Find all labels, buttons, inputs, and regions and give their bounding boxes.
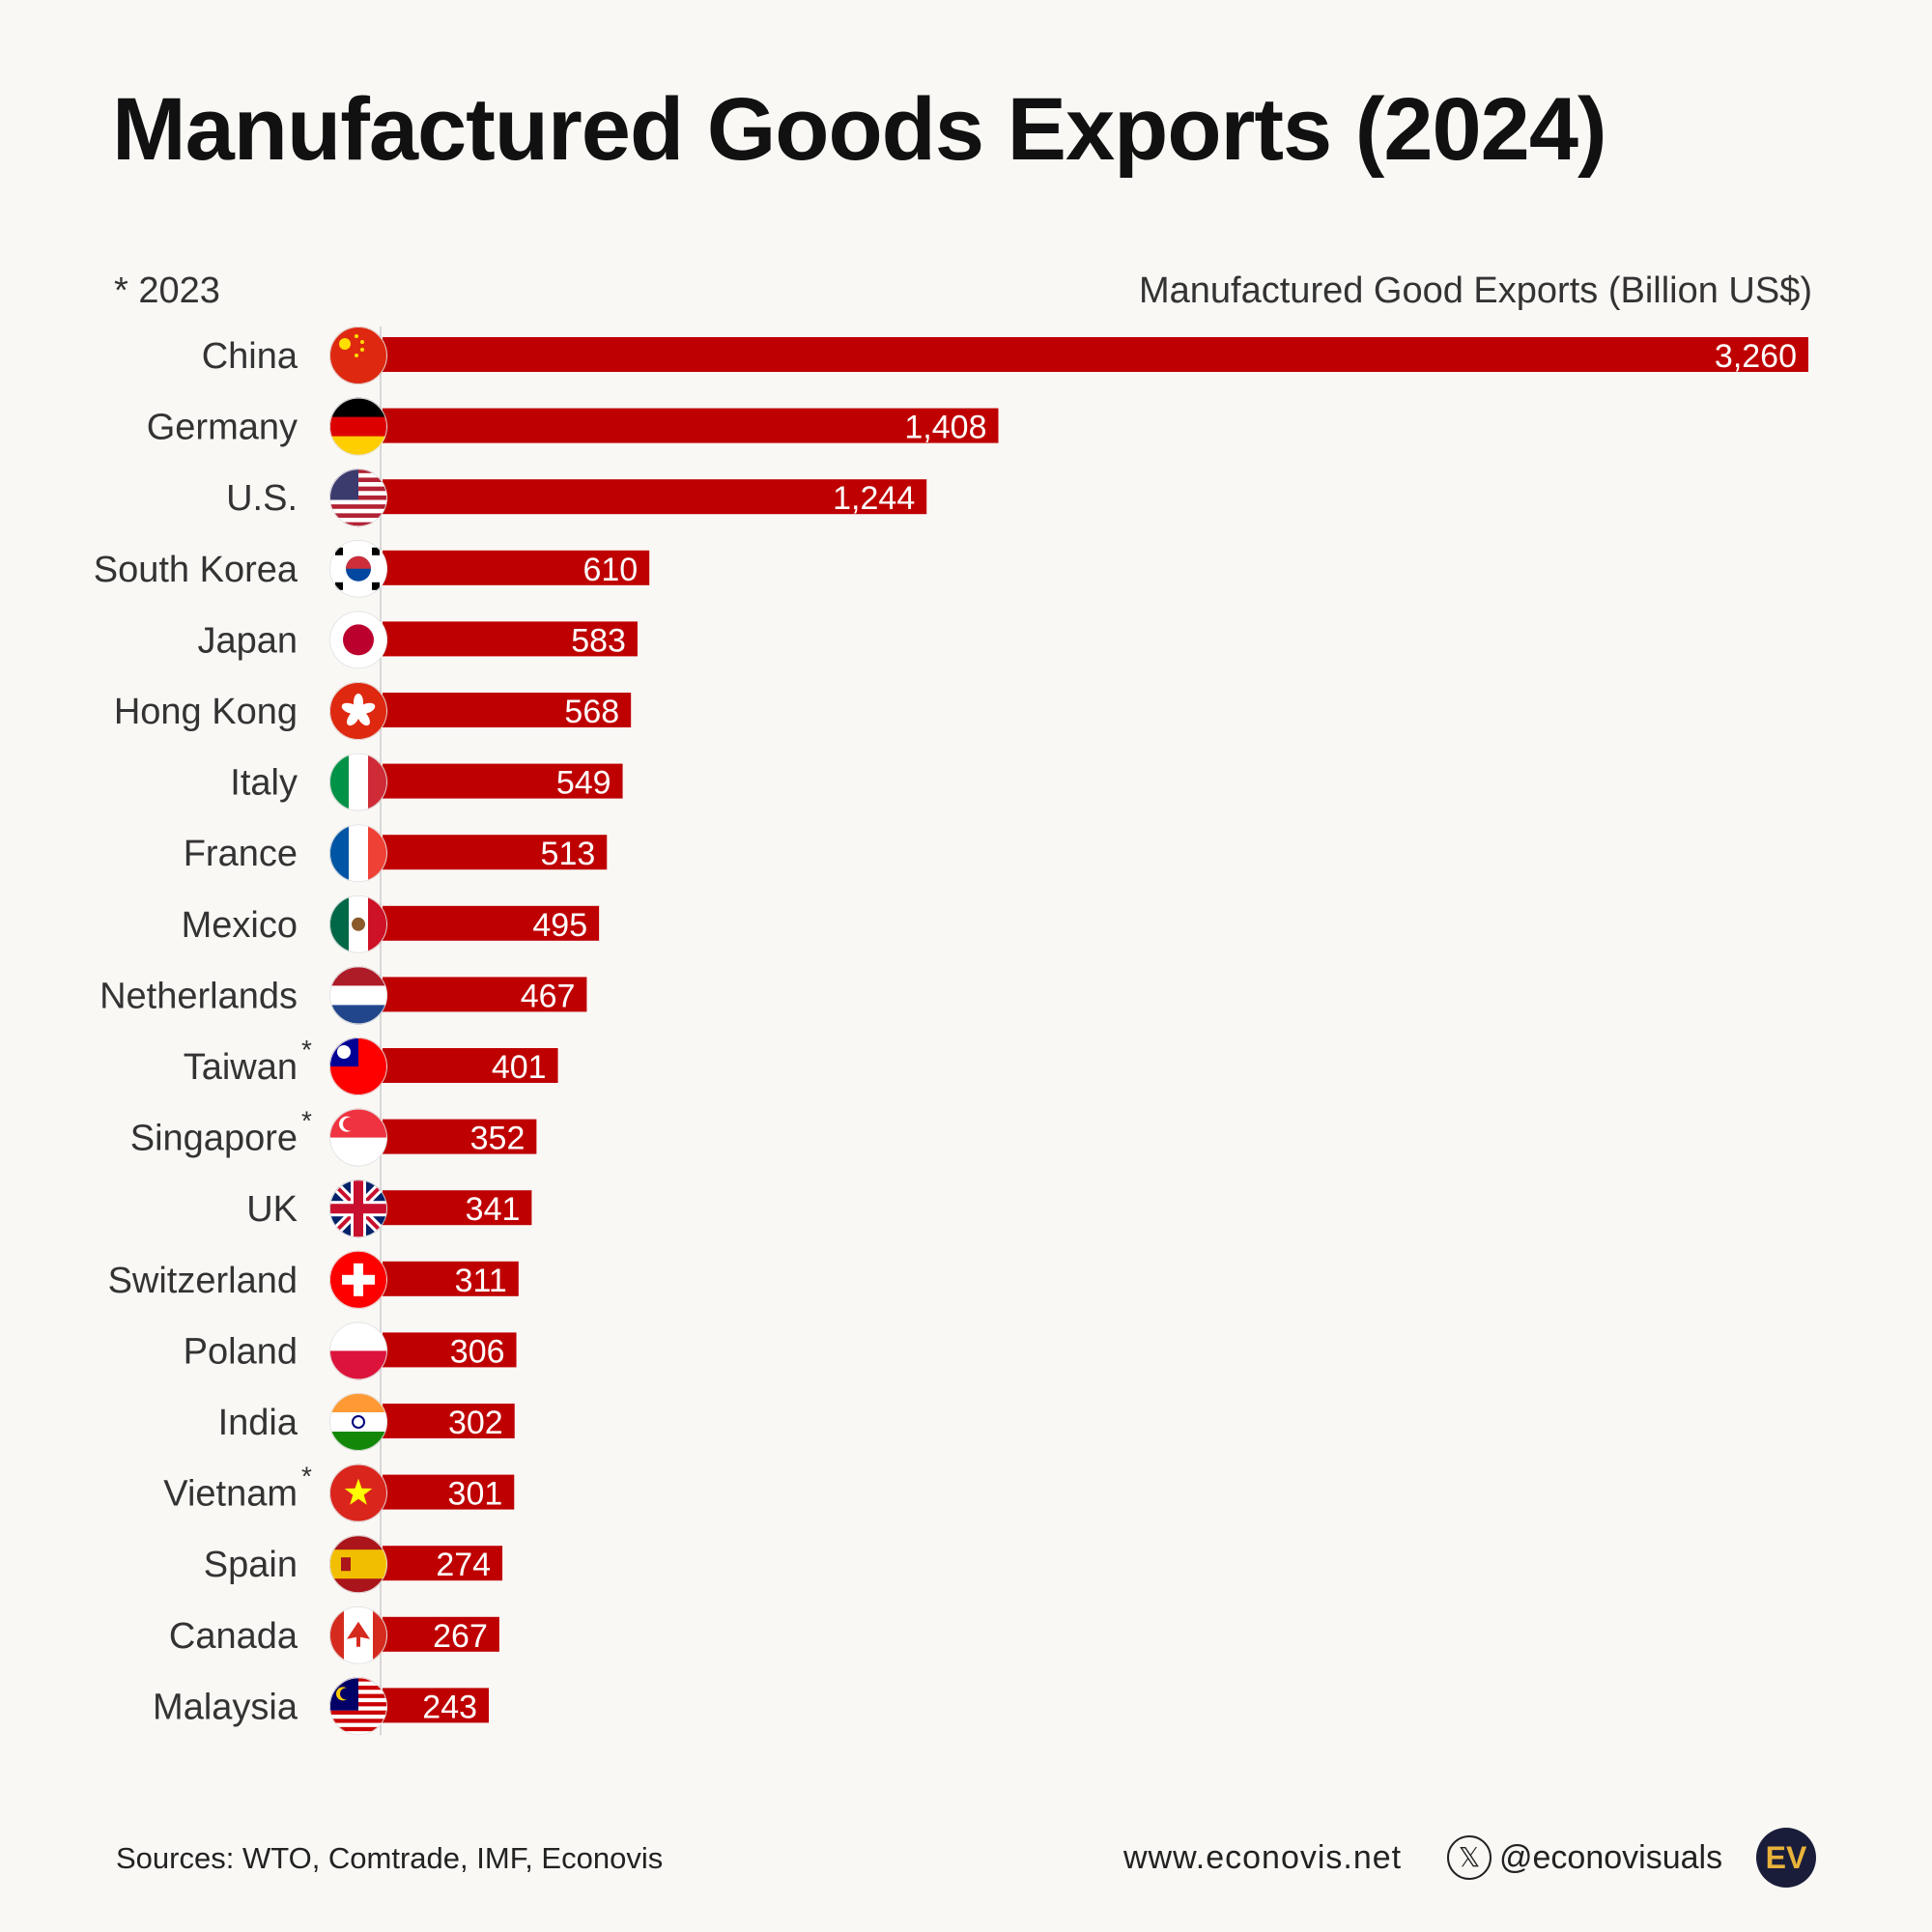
country-label-mexico: Mexico: [182, 905, 298, 946]
country-label-malaysia: Malaysia: [153, 1687, 298, 1727]
bar-south-korea: [383, 550, 650, 585]
website-link[interactable]: www.econovis.net: [1123, 1839, 1403, 1876]
country-label-spain: Spain: [204, 1545, 298, 1585]
country-label-france: France: [184, 834, 298, 874]
bar-switzerland: [383, 1261, 519, 1296]
bar-singapore: [383, 1119, 537, 1154]
flag-china-icon: [329, 327, 387, 384]
flag-france-icon: [329, 824, 387, 883]
value-label-france: 513: [541, 836, 596, 872]
bar-taiwan: [383, 1048, 558, 1083]
x-social-icon[interactable]: 𝕏: [1447, 1835, 1492, 1880]
bar-netherlands: [383, 977, 587, 1012]
x-axis-label: Manufactured Good Exports (Billion US$): [1139, 270, 1812, 311]
flag-germany-icon: [329, 397, 387, 456]
bar-france: [383, 835, 608, 870]
value-label-canada: 267: [433, 1618, 488, 1655]
country-label-india: India: [218, 1403, 298, 1443]
value-label-switzerland: 311: [455, 1263, 507, 1299]
bar-italy: [383, 763, 623, 799]
bar-uk: [383, 1190, 532, 1226]
country-label-switzerland: Switzerland: [108, 1261, 298, 1301]
value-label-italy: 549: [556, 765, 611, 802]
bar-japan: [383, 621, 638, 657]
bar-spain: [383, 1546, 503, 1581]
country-label-italy: Italy: [230, 763, 298, 804]
flag-u-s-icon: [329, 469, 387, 527]
value-label-u-s: 1,244: [833, 480, 915, 517]
bar-chart: 3,260 China 1,408 Germany 1,244 U.S. 610 South …: [94, 327, 1808, 1736]
flag-south-korea-icon: [329, 539, 387, 598]
bar-india: [383, 1404, 515, 1438]
bar-china: [383, 337, 1808, 372]
country-label-netherlands: Netherlands: [99, 976, 298, 1016]
bar-mexico: [383, 905, 600, 941]
bar-germany: [383, 408, 999, 443]
flag-netherlands-icon: [329, 966, 387, 1025]
footnote-2023: * 2023: [114, 270, 220, 311]
chart-title: Manufactured Goods Exports (2024): [112, 80, 1607, 179]
bar-vietnam: [383, 1474, 515, 1510]
flag-canada-icon: [329, 1605, 387, 1664]
footnote-marker-vietnam: *: [301, 1462, 312, 1492]
country-label-vietnam: Vietnam: [163, 1474, 298, 1515]
value-label-india: 302: [448, 1405, 503, 1441]
country-label-u-s: U.S.: [226, 478, 298, 519]
flag-japan-icon: [329, 611, 387, 669]
country-label-singapore: Singapore: [130, 1119, 298, 1159]
footer: Sources: WTO, Comtrade, IMF, Econovis ww…: [0, 1828, 1932, 1893]
value-label-taiwan: 401: [492, 1049, 547, 1086]
value-label-poland: 306: [450, 1333, 505, 1370]
flag-uk-icon: [329, 1179, 387, 1238]
social-handle[interactable]: @econovisuals: [1499, 1839, 1723, 1876]
bar-u-s: [383, 479, 927, 515]
country-label-taiwan: Taiwan: [184, 1047, 298, 1088]
flag-mexico-icon: [329, 895, 387, 953]
country-label-germany: Germany: [147, 408, 298, 448]
value-label-mexico: 495: [532, 907, 587, 944]
country-label-hong-kong: Hong Kong: [114, 692, 298, 732]
value-label-spain: 274: [436, 1547, 491, 1583]
bar-malaysia: [383, 1688, 490, 1723]
flag-poland-icon: [329, 1321, 387, 1380]
bars-group: 3,260 China 1,408 Germany 1,244 U.S. 610 South …: [94, 327, 1808, 1736]
bar-canada: [383, 1616, 499, 1652]
value-label-malaysia: 243: [422, 1689, 477, 1725]
flag-spain-icon: [329, 1535, 387, 1594]
footnote-marker-taiwan: *: [301, 1035, 312, 1065]
flag-vietnam-icon: [329, 1463, 387, 1522]
flag-india-icon: [329, 1393, 387, 1451]
country-label-japan: Japan: [197, 620, 298, 661]
flag-italy-icon: [329, 753, 387, 811]
value-label-singapore: 352: [470, 1121, 526, 1157]
value-label-germany: 1,408: [904, 410, 986, 446]
value-label-netherlands: 467: [521, 978, 576, 1014]
value-label-vietnam: 301: [448, 1476, 503, 1513]
footnote-marker-singapore: *: [301, 1106, 312, 1136]
flag-singapore-icon: [329, 1108, 387, 1167]
sources-text: Sources: WTO, Comtrade, IMF, Econovis: [116, 1841, 664, 1875]
value-label-south-korea: 610: [582, 552, 638, 588]
flag-hong-kong-icon: [329, 682, 387, 740]
country-label-south-korea: South Korea: [94, 550, 298, 590]
econovis-logo: EV: [1756, 1828, 1816, 1888]
country-label-china: China: [202, 336, 298, 377]
country-label-poland: Poland: [184, 1331, 298, 1372]
bar-poland: [383, 1332, 517, 1368]
value-label-hong-kong: 568: [564, 694, 619, 730]
bar-hong-kong: [383, 693, 632, 727]
country-label-canada: Canada: [169, 1616, 298, 1657]
value-label-japan: 583: [571, 622, 626, 659]
flag-switzerland-icon: [329, 1250, 387, 1309]
flag-malaysia-icon: [329, 1677, 387, 1736]
country-label-uk: UK: [246, 1189, 298, 1230]
value-label-china: 3,260: [1715, 338, 1797, 375]
value-label-uk: 341: [466, 1191, 521, 1228]
flag-taiwan-icon: [329, 1037, 387, 1095]
